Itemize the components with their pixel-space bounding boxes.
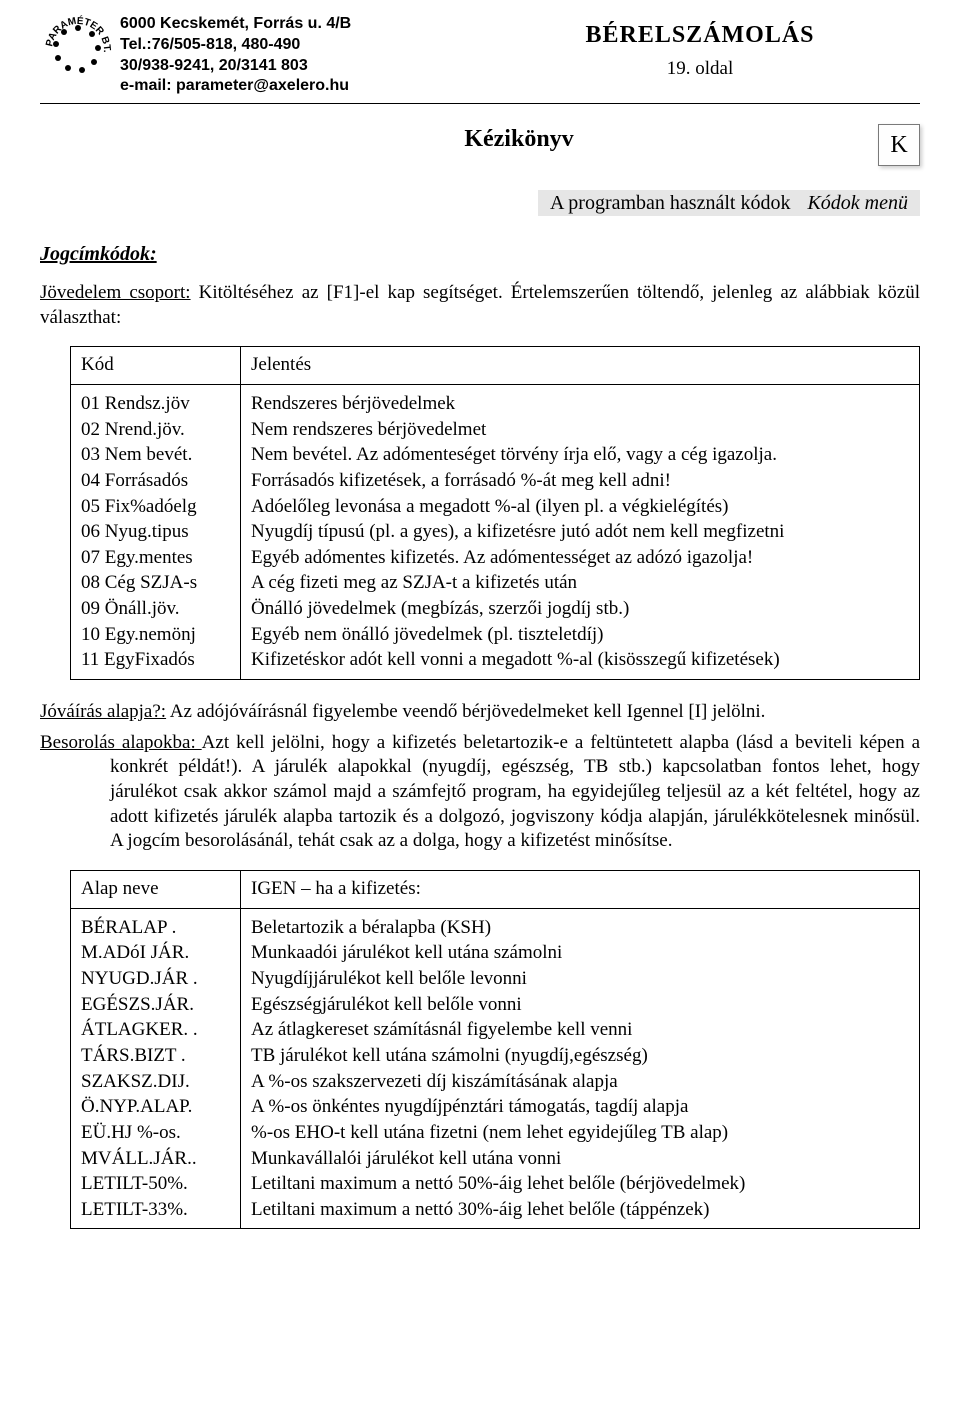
para-u: Jóváírás alapja?: — [40, 701, 166, 722]
table-code: 09 Önáll.jöv. — [81, 596, 230, 622]
company-logo: PARAMÉTER BT. — [40, 12, 116, 88]
company-line: 30/938-9241, 20/3141 803 — [120, 56, 480, 77]
company-line: Tel.:76/505-818, 480-490 — [120, 35, 480, 56]
table-code: 08 Cég SZJA-s — [81, 570, 230, 596]
table-code: SZAKSZ.DIJ. — [81, 1069, 230, 1095]
page-number: 19. oldal — [480, 57, 920, 82]
table-code: 10 Egy.nemönj — [81, 622, 230, 648]
table-code: 03 Nem bevét. — [81, 442, 230, 468]
para-jovairas: Jóváírás alapja?: Az adójóváírásnál figy… — [40, 700, 920, 725]
para-text: Azt kell jelölni, hogy a kifizetés belet… — [110, 732, 920, 852]
table-code: MVÁLL.JÁR.. — [81, 1146, 230, 1172]
header-right: BÉRELSZÁMOLÁS 19. oldal — [480, 12, 920, 82]
k-badge: K — [878, 124, 920, 166]
intro-paragraph: Jövedelem csoport: Kitöltéséhez az [F1]-… — [40, 281, 920, 330]
table-desc: Egyéb adómentes kifizetés. Az adómentess… — [251, 545, 909, 571]
table-code: 02 Nrend.jöv. — [81, 417, 230, 443]
table-desc-cell: Rendszeres bérjövedelmekNem rendszeres b… — [241, 384, 920, 679]
table-codes-cell: 01 Rendsz.jöv02 Nrend.jöv.03 Nem bevét.0… — [71, 384, 241, 679]
table-header-meaning: IGEN – ha a kifizetés: — [241, 871, 920, 909]
table-desc: Egyéb nem önálló jövedelmek (pl. tisztel… — [251, 622, 909, 648]
table-desc: Letiltani maximum a nettó 50%-áig lehet … — [251, 1171, 909, 1197]
code-table-2: Alap neve IGEN – ha a kifizetés: BÉRALAP… — [70, 870, 920, 1229]
subhead-row: Kézikönyv K — [40, 124, 920, 166]
table-code: TÁRS.BIZT . — [81, 1043, 230, 1069]
para-text: Az adójóváírásnál figyelembe veendő bérj… — [166, 701, 765, 722]
table-desc: Munkavállalói járulékot kell utána vonni — [251, 1146, 909, 1172]
table-header-code: Alap neve — [71, 871, 241, 909]
table-desc: Önálló jövedelmek (megbízás, szerzői jog… — [251, 596, 909, 622]
banner-text: A programban használt kódok — [544, 190, 802, 216]
table-code: 05 Fix%adóelg — [81, 494, 230, 520]
table-desc: Munkaadói járulékot kell utána számolni — [251, 940, 909, 966]
table-header-code: Kód — [71, 347, 241, 385]
table-desc: Nem bevétel. Az adómenteséget törvény ír… — [251, 442, 909, 468]
code-table-1: Kód Jelentés 01 Rendsz.jöv02 Nrend.jöv.0… — [70, 346, 920, 680]
table-code: 06 Nyug.tipus — [81, 519, 230, 545]
table-desc: Nyugdíjjárulékot kell belőle levonni — [251, 966, 909, 992]
table-desc: Letiltani maximum a nettó 30%-áig lehet … — [251, 1197, 909, 1223]
svg-text:PARAMÉTER BT.: PARAMÉTER BT. — [44, 14, 112, 53]
company-line: 6000 Kecskemét, Forrás u. 4/B — [120, 14, 480, 35]
table-desc: A %-os szakszervezeti díj kiszámításának… — [251, 1069, 909, 1095]
table-code: EÜ.HJ %-os. — [81, 1120, 230, 1146]
doc-title: BÉRELSZÁMOLÁS — [480, 20, 920, 51]
page-header: PARAMÉTER BT. 6000 Kecskemét, Forrás u. … — [40, 12, 920, 104]
intro-underline: Jövedelem csoport: — [40, 282, 191, 303]
banner-italic: Kódok menü — [801, 190, 914, 216]
table-code: 01 Rendsz.jöv — [81, 391, 230, 417]
table-code: Ö.NYP.ALAP. — [81, 1094, 230, 1120]
logo-icon: PARAMÉTER BT. — [40, 12, 116, 88]
table-code: EGÉSZS.JÁR. — [81, 992, 230, 1018]
table-desc: A %-os önkéntes nyugdíjpénztári támogatá… — [251, 1094, 909, 1120]
banner: A programban használt kódok Kódok menü — [40, 190, 920, 217]
table-desc: Nyugdíj típusú (pl. a gyes), a kifizetés… — [251, 519, 909, 545]
table-desc: TB járulékot kell utána számolni (nyugdí… — [251, 1043, 909, 1069]
table-header-meaning: Jelentés — [241, 347, 920, 385]
table-code: LETILT-50%. — [81, 1171, 230, 1197]
company-info: 6000 Kecskemét, Forrás u. 4/B Tel.:76/50… — [120, 12, 480, 97]
table-code: LETILT-33%. — [81, 1197, 230, 1223]
subtitle: Kézikönyv — [40, 124, 878, 155]
table-desc: Kifizetéskor adót kell vonni a megadott … — [251, 647, 909, 673]
table-code: ÁTLAGKER. . — [81, 1017, 230, 1043]
table-code: 07 Egy.mentes — [81, 545, 230, 571]
para-besorolas: Besorolás alapokba: Azt kell jelölni, ho… — [40, 731, 920, 854]
company-line: e-mail: parameter@axelero.hu — [120, 76, 480, 97]
table-codes-cell: BÉRALAP .M.ADóI JÁR.NYUGD.JÁR .EGÉSZS.JÁ… — [71, 908, 241, 1229]
table-code: NYUGD.JÁR . — [81, 966, 230, 992]
para-u: Besorolás alapokba: — [40, 732, 202, 753]
table-desc: Adóelőleg levonása a megadott %-al (ilye… — [251, 494, 909, 520]
logo-text: PARAMÉTER BT. — [44, 14, 112, 53]
table-desc: Az átlagkereset számításnál figyelembe k… — [251, 1017, 909, 1043]
table-desc: Nem rendszeres bérjövedelmet — [251, 417, 909, 443]
table-desc: Rendszeres bérjövedelmek — [251, 391, 909, 417]
logo-wrap: PARAMÉTER BT. — [40, 12, 120, 88]
table-code: 11 EgyFixadós — [81, 647, 230, 673]
table-desc: Beletartozik a béralapba (KSH) — [251, 915, 909, 941]
table-desc: %-os EHO-t kell utána fizetni (nem lehet… — [251, 1120, 909, 1146]
table-desc: Forrásadós kifizetések, a forrásadó %-át… — [251, 468, 909, 494]
table-code: M.ADóI JÁR. — [81, 940, 230, 966]
section-heading: Jogcímkódok: — [40, 241, 920, 267]
table-code: BÉRALAP . — [81, 915, 230, 941]
table-desc: A cég fizeti meg az SZJA-t a kifizetés u… — [251, 570, 909, 596]
table-code: 04 Forrásadós — [81, 468, 230, 494]
table-desc: Egészségjárulékot kell belőle vonni — [251, 992, 909, 1018]
table-desc-cell: Beletartozik a béralapba (KSH)Munkaadói … — [241, 908, 920, 1229]
